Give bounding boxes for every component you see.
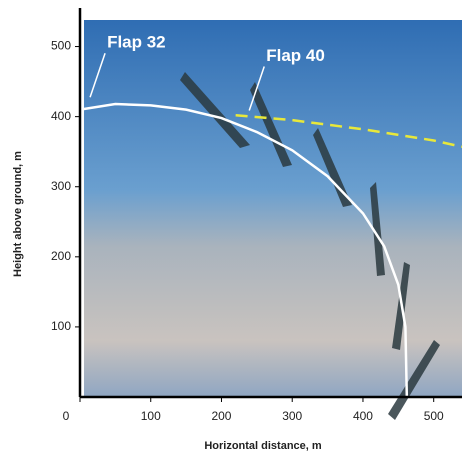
page: {"chart_data": {"type": "line", "x_label…: [0, 0, 467, 459]
y-tick-label: 300: [51, 179, 71, 193]
annotation: Flap 40: [266, 46, 325, 65]
y-tick-label: 200: [51, 249, 71, 263]
y-axis-label: Height above ground, m: [12, 151, 24, 277]
x-tick-label: 300: [282, 409, 302, 423]
x-tick-label: 0: [63, 409, 70, 423]
y-tick-label: 400: [51, 109, 71, 123]
x-tick-label: 200: [211, 409, 231, 423]
x-axis-label: Horizontal distance, m: [204, 440, 322, 452]
y-tick-label: 100: [51, 319, 71, 333]
x-tick-label: 500: [424, 409, 444, 423]
y-tick-label: 500: [51, 39, 71, 53]
chart: Horizontal distance, m Height above grou…: [0, 0, 467, 459]
x-tick-label: 400: [353, 409, 373, 423]
x-tick-label: 100: [141, 409, 161, 423]
annotation: Flap 32: [107, 33, 166, 52]
